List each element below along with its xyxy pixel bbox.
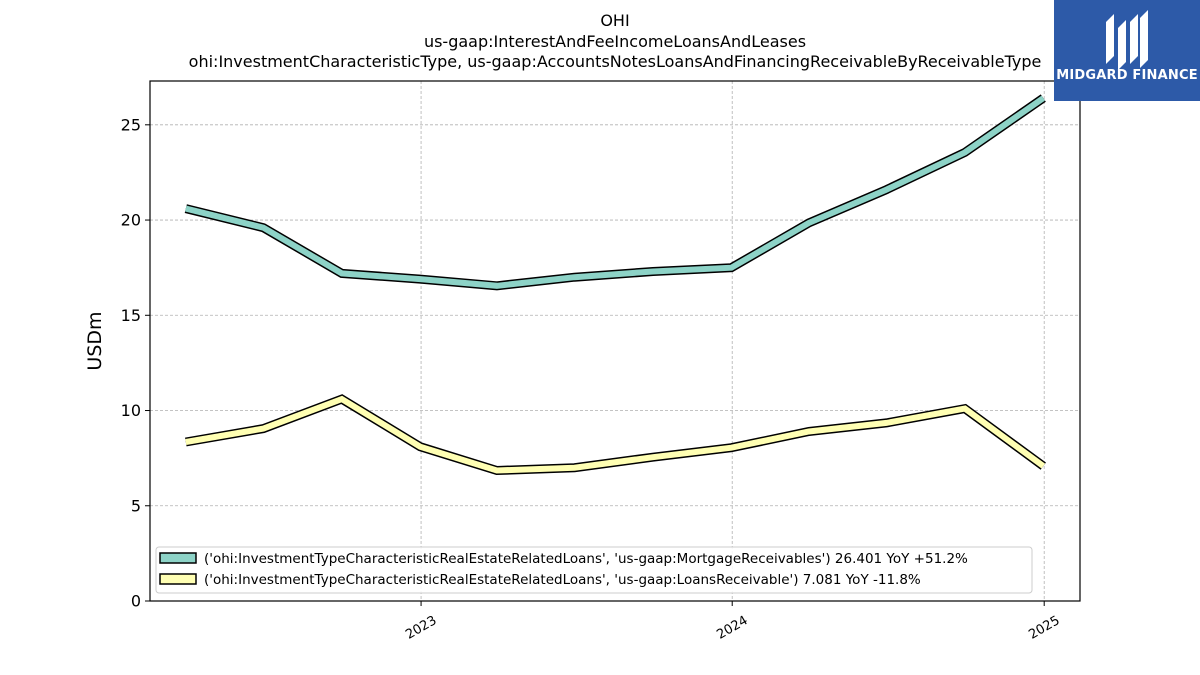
x-tick-label: 2025	[1026, 613, 1062, 643]
series-line-0	[185, 95, 1046, 289]
logo-mark-icon	[1106, 10, 1148, 70]
y-tick-label: 20	[121, 211, 141, 230]
brand-logo: MIDGARD FINANCE	[1054, 0, 1200, 101]
series-line-1	[185, 395, 1046, 474]
logo-text: MIDGARD FINANCE	[1056, 68, 1198, 83]
y-tick-label: 25	[121, 115, 141, 134]
y-tick-label: 15	[121, 306, 141, 325]
chart-subtitle-concept: us-gaap:InterestAndFeeIncomeLoansAndLeas…	[423, 32, 807, 51]
legend: ('ohi:InvestmentTypeCharacteristicRealEs…	[155, 546, 1033, 594]
legend-label-1: ('ohi:InvestmentTypeCharacteristicRealEs…	[204, 572, 921, 588]
y-axis-label: USDm	[84, 311, 106, 370]
y-tick-label: 5	[131, 496, 141, 515]
y-tick-label: 10	[121, 401, 141, 420]
y-tick-label: 0	[131, 592, 141, 611]
legend-swatch-1	[159, 573, 197, 585]
legend-box	[155, 546, 1033, 594]
plot-frame	[149, 80, 1081, 602]
chart-title: OHI	[600, 11, 630, 30]
chart-subtitle-dimensions: ohi:InvestmentCharacteristicType, us-gaa…	[188, 52, 1042, 71]
legend-swatch-0	[159, 552, 197, 564]
x-tick-label: 2024	[714, 613, 750, 643]
legend-label-0: ('ohi:InvestmentTypeCharacteristicRealEs…	[204, 551, 968, 567]
x-tick-label: 2023	[403, 613, 439, 643]
